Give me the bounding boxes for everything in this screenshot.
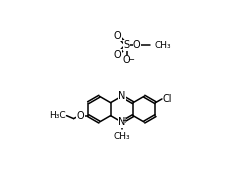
Text: CH₃: CH₃ [114, 132, 130, 141]
Text: N: N [118, 91, 125, 101]
Text: Cl: Cl [163, 94, 172, 104]
Text: O: O [133, 40, 141, 50]
Text: O: O [114, 31, 122, 41]
Text: S: S [124, 40, 130, 50]
Text: CH₃: CH₃ [155, 41, 171, 50]
Text: O: O [77, 111, 84, 121]
Text: O: O [123, 55, 130, 65]
Text: +: + [121, 116, 128, 125]
Text: N: N [118, 117, 125, 127]
Text: −: − [127, 55, 134, 64]
Text: H₃C: H₃C [49, 111, 66, 120]
Text: O: O [114, 50, 122, 60]
